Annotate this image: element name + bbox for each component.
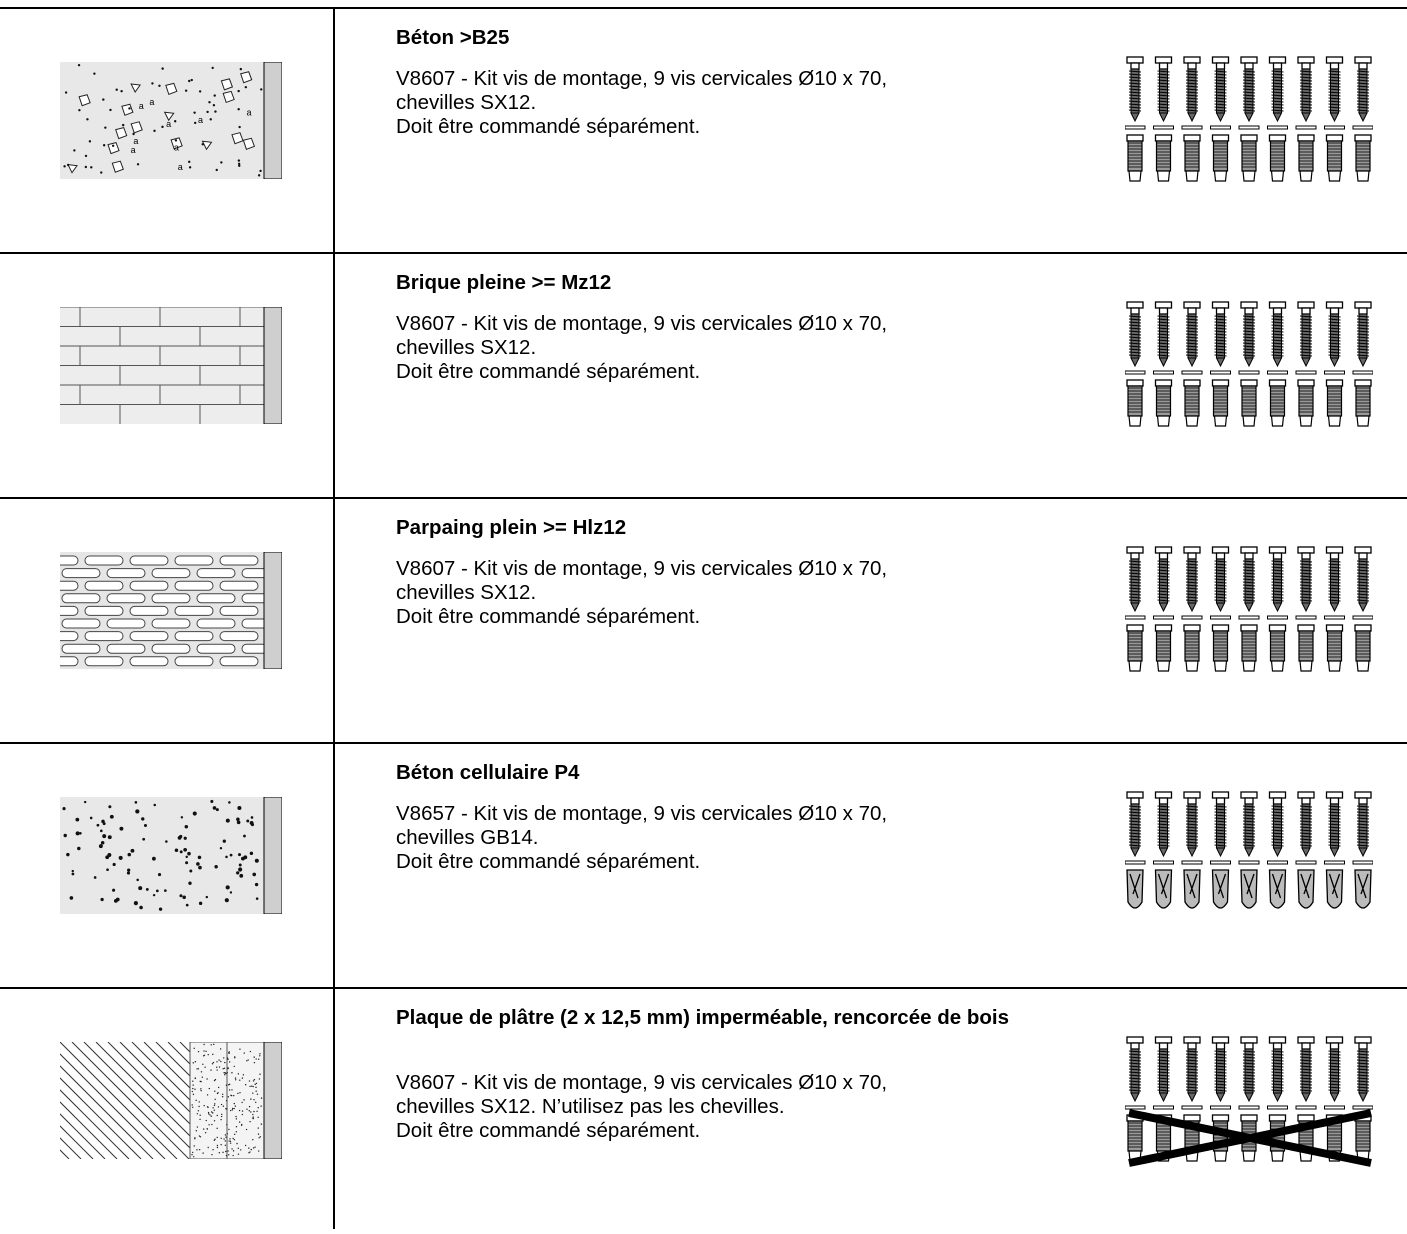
row-desc-line: V8657 - Kit vis de montage, 9 vis cervic…	[396, 802, 888, 825]
screw-kit-sx-icon	[1125, 56, 1373, 182]
svg-text:a: a	[133, 136, 138, 146]
row-desc-line: Doit être commandé séparément.	[396, 360, 701, 383]
row-desc-line: Doit être commandé séparément.	[396, 850, 701, 873]
row-divider	[0, 742, 1407, 744]
row-desc-line: V8607 - Kit vis de montage, 9 vis cervic…	[396, 312, 888, 335]
row-desc-line: V8607 - Kit vis de montage, 9 vis cervic…	[396, 67, 888, 90]
row-divider	[0, 252, 1407, 254]
row-desc-line: V8607 - Kit vis de montage, 9 vis cervic…	[396, 557, 888, 580]
table-row: Parpaing plein >= Hlz12 V8607 - Kit vis …	[0, 499, 1407, 744]
svg-text:a: a	[139, 101, 144, 111]
block-texture	[60, 552, 282, 669]
screw-kit-sx-icon	[1125, 546, 1373, 672]
row-desc-line: chevilles SX12. N’utilisez pas les chevi…	[396, 1095, 785, 1118]
svg-text:a: a	[178, 162, 183, 172]
row-desc-line: chevilles SX12.	[396, 581, 537, 604]
brick-texture	[60, 307, 282, 424]
row-desc-line: chevilles SX12.	[396, 91, 537, 114]
svg-text:a: a	[149, 97, 154, 107]
svg-text:a: a	[131, 145, 136, 155]
row-divider	[0, 987, 1407, 989]
screw-kit-crossed-icon	[1125, 1036, 1373, 1167]
row-divider	[0, 7, 1407, 9]
screw-kit-sx-icon	[1125, 301, 1373, 427]
column-divider	[333, 8, 335, 1229]
row-title: Brique pleine >= Mz12	[396, 271, 612, 294]
row-desc-line: Doit être commandé séparément.	[396, 605, 701, 628]
plasterboard-wood-texture	[60, 1042, 282, 1159]
row-title: Béton cellulaire P4	[396, 761, 580, 784]
table-row: Béton cellulaire P4 V8657 - Kit vis de m…	[0, 744, 1407, 989]
table-row: Plaque de plâtre (2 x 12,5 mm) imperméab…	[0, 989, 1407, 1234]
row-title: Plaque de plâtre (2 x 12,5 mm) imperméab…	[396, 1006, 1009, 1029]
screw-kit-gb-icon	[1125, 791, 1373, 909]
svg-text:a: a	[174, 143, 179, 153]
svg-text:a: a	[247, 108, 252, 118]
aerated-concrete-texture	[60, 797, 282, 914]
row-title: Parpaing plein >= Hlz12	[396, 516, 627, 539]
row-title: Béton >B25	[396, 26, 510, 49]
table-row: Brique pleine >= Mz12 V8607 - Kit vis de…	[0, 254, 1407, 499]
row-desc-line: chevilles GB14.	[396, 826, 539, 849]
svg-text:a: a	[198, 115, 203, 125]
row-desc-line: Doit être commandé séparément.	[396, 115, 701, 138]
row-desc-line: Doit être commandé séparément.	[396, 1119, 701, 1142]
svg-text:a: a	[166, 119, 171, 129]
row-desc-line: chevilles SX12.	[396, 336, 537, 359]
row-divider	[0, 497, 1407, 499]
row-desc-line: V8607 - Kit vis de montage, 9 vis cervic…	[396, 1071, 888, 1094]
